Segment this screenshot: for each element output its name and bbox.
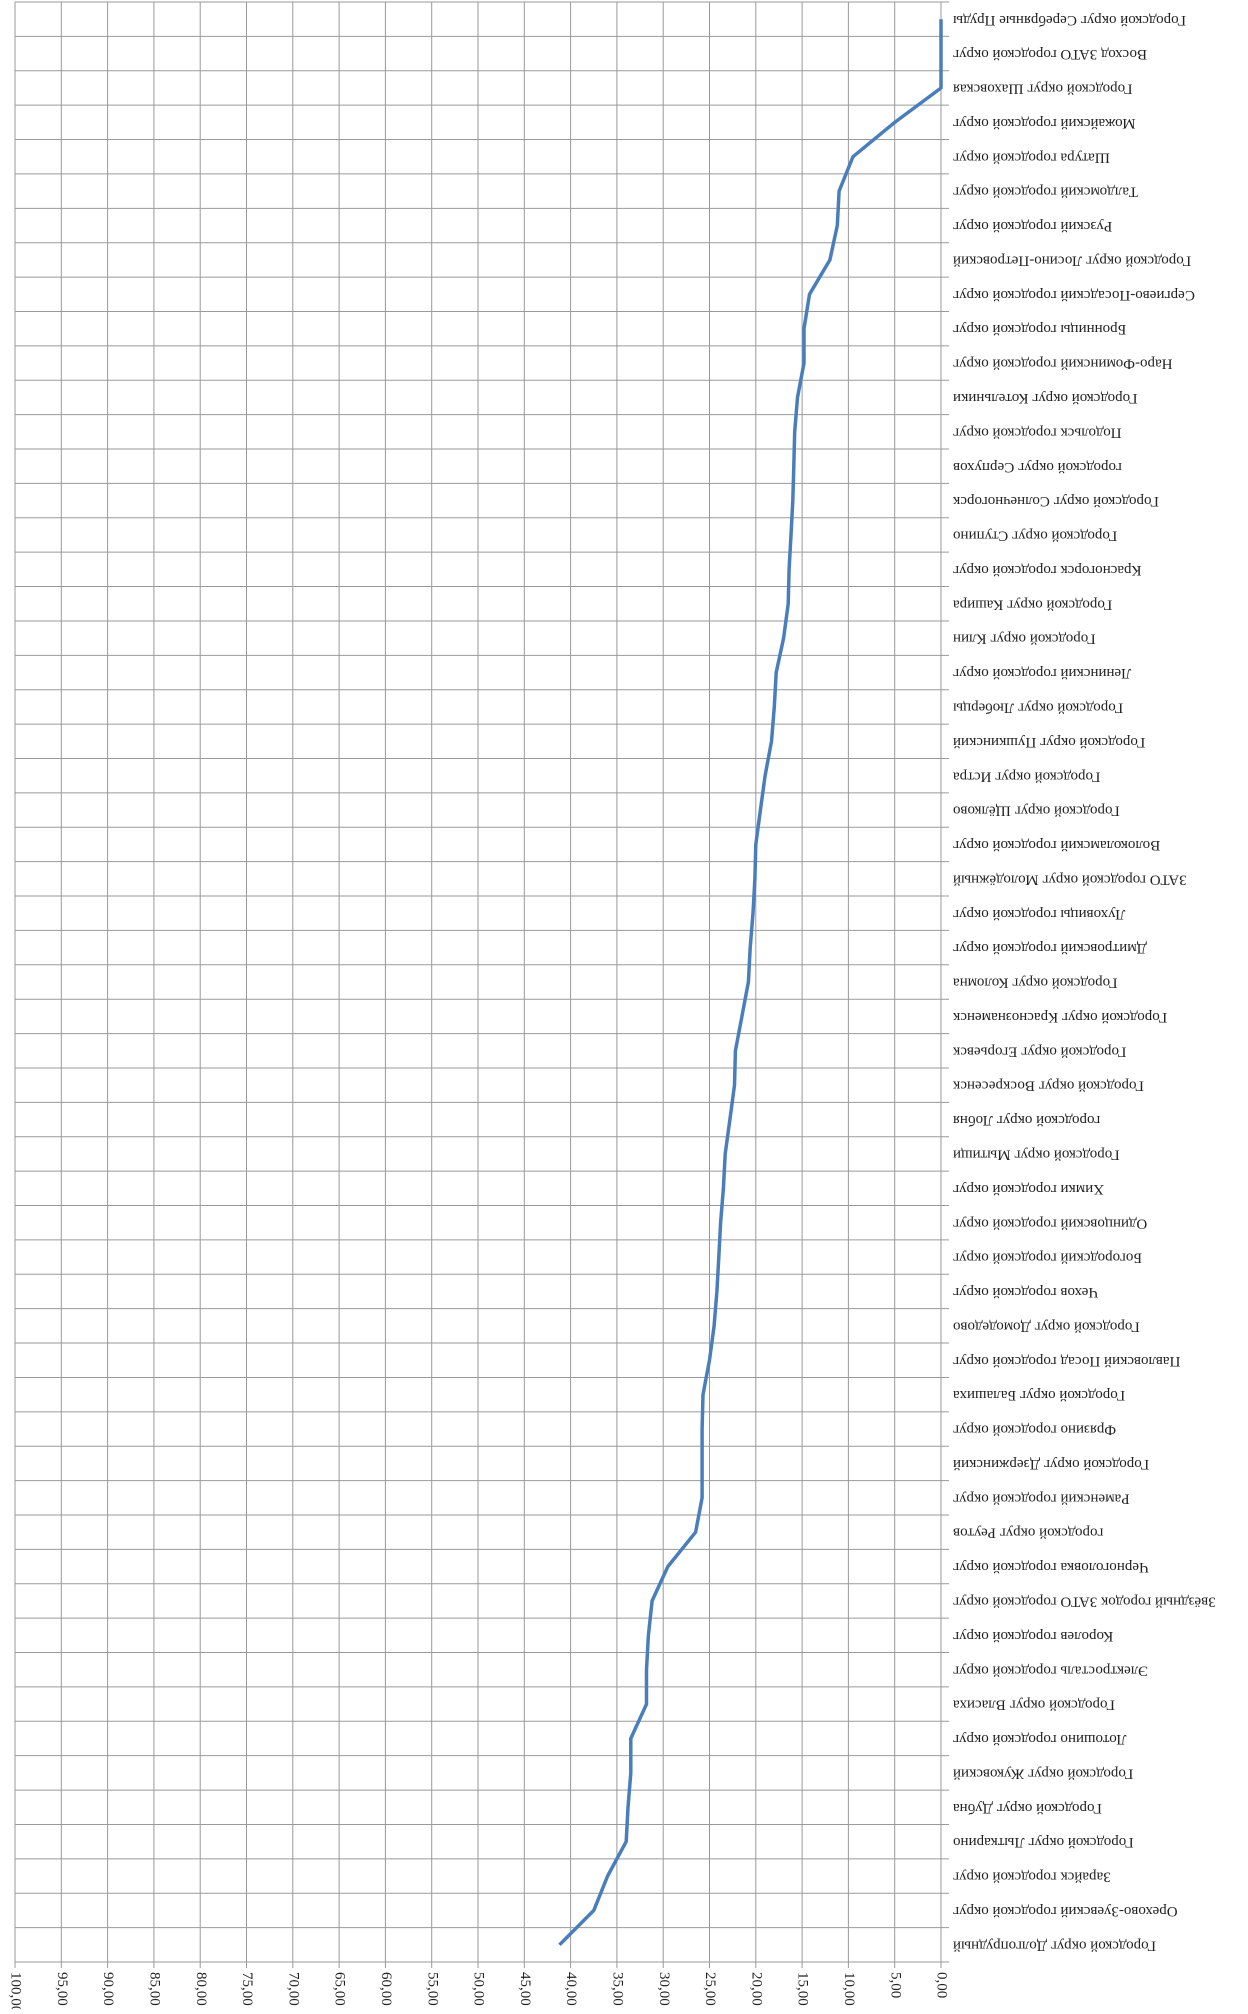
category-label: городской округ Лобня bbox=[953, 1112, 1100, 1128]
category-label: Орехово-Зуевский городской округ bbox=[953, 1903, 1178, 1919]
category-label: Королев городской округ bbox=[953, 1628, 1113, 1644]
category-label: Городской округ Лыткарино bbox=[953, 1834, 1134, 1850]
value-tick-label: 95,00 bbox=[54, 1972, 70, 2006]
category-label: Бронницы городской округ bbox=[953, 321, 1126, 337]
category-label: Городской округ Долгопрудный bbox=[953, 1937, 1156, 1953]
data-line bbox=[558, 19, 943, 1947]
value-tick-label: 20,00 bbox=[748, 1972, 764, 2006]
value-tick-label: 45,00 bbox=[517, 1972, 533, 2006]
category-label: Можайский городской округ bbox=[953, 115, 1136, 131]
value-tick-label: 70,00 bbox=[285, 1972, 301, 2006]
category-label: Городской округ Клин bbox=[953, 631, 1096, 647]
category-label: городской округ Серпухов bbox=[953, 459, 1122, 475]
category-label: Городской округ Егорьевск bbox=[952, 1043, 1126, 1059]
category-label: Лотошино городской округ bbox=[953, 1731, 1127, 1747]
value-tick-label: 55,00 bbox=[424, 1972, 440, 2006]
value-tick-label: 40,00 bbox=[563, 1972, 579, 2006]
category-label: Городской округ Краснознаменск bbox=[952, 1009, 1167, 1025]
category-label: Красногорск городской округ bbox=[953, 562, 1142, 578]
category-label: Луховицы городской округ bbox=[953, 906, 1125, 922]
category-label: Шатура городской округ bbox=[953, 149, 1110, 165]
category-label: Городской округ Власиха bbox=[953, 1697, 1115, 1713]
category-label: Талдомский городской округ bbox=[953, 184, 1138, 200]
category-label: Городской округ Балашиха bbox=[953, 1387, 1125, 1403]
category-label: городской округ Реутов bbox=[953, 1525, 1103, 1541]
category-label: Городской округ Истра bbox=[953, 768, 1101, 784]
category-label: Наро-Фоминский городской округ bbox=[953, 356, 1173, 372]
category-label: Городской округ Солнечногорск bbox=[952, 493, 1159, 509]
category-label: Городской округ Воскресенск bbox=[952, 1078, 1144, 1094]
category-label: Городской округ Лосино-Петровский bbox=[953, 252, 1191, 268]
value-tick-label: 0,00 bbox=[934, 1972, 950, 1998]
category-label: Городской округ Шаховская bbox=[953, 81, 1133, 97]
value-tick-label: 100,00 bbox=[8, 1972, 24, 2009]
category-label: Городской округ Щёлково bbox=[953, 803, 1120, 819]
category-label: Городской округ Дзержинский bbox=[953, 1456, 1149, 1472]
category-label: Зарайск городской округ bbox=[953, 1869, 1111, 1885]
value-tick-label: 60,00 bbox=[378, 1972, 394, 2006]
category-label: Городской округ Пушкинский bbox=[953, 734, 1145, 750]
category-label: Восход ЗАТО городской округ bbox=[953, 46, 1147, 62]
category-label: Одинцовский городской округ bbox=[953, 1215, 1147, 1231]
category-label: ЗАТО городской округ Молодёжный bbox=[953, 871, 1187, 887]
category-label: Химки городской округ bbox=[953, 1181, 1104, 1197]
category-label: Волоколамский городской округ bbox=[953, 837, 1160, 853]
value-tick-label: 5,00 bbox=[887, 1972, 903, 1998]
value-tick-label: 50,00 bbox=[471, 1972, 487, 2006]
category-label: Городской округ Серебряные Пруды bbox=[953, 12, 1186, 28]
category-label: Дмитровский городской округ bbox=[953, 940, 1147, 956]
category-label: Городской округ Ступино bbox=[953, 528, 1117, 544]
value-tick-label: 90,00 bbox=[100, 1972, 116, 2006]
value-tick-label: 25,00 bbox=[702, 1972, 718, 2006]
value-tick-label: 15,00 bbox=[795, 1972, 811, 2006]
category-label: Городской округ Люберцы bbox=[953, 699, 1123, 715]
category-label: Черноголовка городской округ bbox=[953, 1559, 1149, 1575]
category-label: Городской округ Котельники bbox=[953, 390, 1137, 406]
category-label: Городской округ Дубна bbox=[953, 1800, 1102, 1816]
category-label: Городской округ Жуковский bbox=[953, 1765, 1133, 1781]
value-tick-label: 35,00 bbox=[609, 1972, 625, 2006]
category-label: Павловский Посад городской округ bbox=[953, 1353, 1180, 1369]
value-tick-label: 75,00 bbox=[239, 1972, 255, 2006]
category-label: Раменский городской округ bbox=[953, 1490, 1130, 1506]
value-tick-label: 65,00 bbox=[332, 1972, 348, 2006]
category-label: Городской округ Мытищи bbox=[953, 1146, 1120, 1162]
value-tick-label: 80,00 bbox=[193, 1972, 209, 2006]
category-label: Сергиево-Посадский городской округ bbox=[953, 287, 1195, 303]
value-tick-label: 10,00 bbox=[841, 1972, 857, 2006]
category-label: Рузский городской округ bbox=[953, 218, 1112, 234]
category-label: Богородский городской округ bbox=[953, 1250, 1142, 1266]
value-tick-label: 85,00 bbox=[146, 1972, 162, 2006]
category-label: Городской округ Коломна bbox=[953, 975, 1118, 991]
category-label: Подольск городской округ bbox=[953, 424, 1122, 440]
category-label: Ленинский городской округ bbox=[953, 665, 1131, 681]
category-label: Городской округ Домодедово bbox=[953, 1318, 1140, 1334]
category-label: Чехов городской округ bbox=[953, 1284, 1098, 1300]
category-label: Городской округ Кашира bbox=[953, 596, 1113, 612]
category-label: Звёздный городок ЗАТО городской округ bbox=[953, 1594, 1216, 1610]
category-label: Электросталь городской округ bbox=[953, 1662, 1148, 1678]
category-label: Фрязино городской округ bbox=[953, 1422, 1116, 1438]
value-tick-label: 30,00 bbox=[656, 1972, 672, 2006]
